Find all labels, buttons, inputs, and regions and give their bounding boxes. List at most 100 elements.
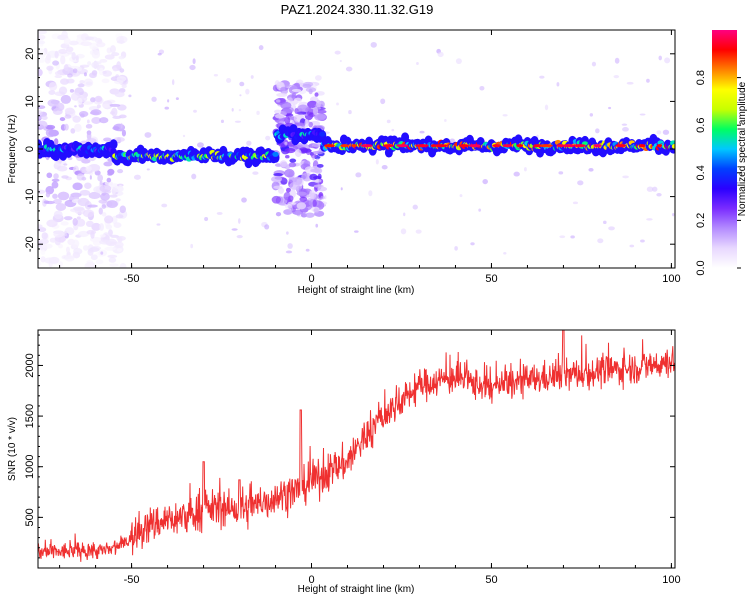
spectrogram-noise-cell	[175, 97, 179, 101]
snr-x-axis-label: Height of straight line (km)	[298, 584, 415, 595]
spectrogram-noise-cell	[120, 122, 123, 129]
spectrogram-noise-cell	[621, 123, 628, 126]
spectrogram-y-tick-label: 0	[24, 146, 36, 152]
spectrogram-noise-cell	[90, 254, 98, 261]
spectrogram-x-tick-label: -50	[124, 273, 140, 285]
spectrogram-noise-cell	[38, 110, 43, 116]
spectrogram-noise-cell	[38, 261, 42, 267]
spectrogram-noise-cell	[296, 111, 307, 115]
spectrogram-noise-cell	[559, 235, 566, 239]
spectrogram-noise-cell	[51, 178, 60, 182]
spectrogram-noise-cell	[314, 75, 322, 81]
spectrogram-noise-cell	[608, 106, 612, 110]
spectrogram-noise-cell	[73, 248, 83, 255]
spectrogram-noise-cell	[99, 180, 103, 186]
spectrogram-noise-cell	[280, 101, 292, 110]
spectrogram-noise-cell	[355, 172, 362, 178]
spectrogram-noise-cell	[46, 65, 54, 71]
spectrogram-noise-cell	[231, 107, 234, 112]
spectrogram-noise-cell	[57, 191, 70, 201]
spectrogram-noise-cell	[45, 200, 55, 205]
spectrogram-noise-cell	[296, 191, 307, 196]
spectrogram-noise-cell	[91, 222, 101, 231]
spectrogram-peak-cell	[351, 144, 358, 148]
spectrogram-noise-cell	[119, 129, 123, 132]
spectrogram-y-axis-label: Frequency (Hz)	[7, 115, 18, 184]
spectrogram-noise-cell	[83, 72, 87, 77]
spectrogram-noise-cell	[99, 58, 108, 63]
spectrogram-noise-cell	[375, 159, 379, 165]
spectrogram-ridge-cell	[671, 143, 675, 149]
spectrogram-noise-cell	[470, 242, 475, 246]
spectrogram-noise-cell	[380, 98, 386, 105]
spectrogram-noise-cell	[286, 187, 291, 193]
spectrogram-x-ticks: -50 0 50 100	[59, 30, 681, 285]
spectrogram-noise-cell	[72, 218, 78, 226]
spectrogram-noise-cell	[503, 252, 507, 255]
spectrogram-noise-cell	[368, 190, 373, 197]
spectrogram-noise-cell	[308, 88, 313, 95]
spectrogram-noise-cell	[118, 55, 125, 60]
spectrogram-peak-cell	[360, 144, 373, 148]
spectrogram-noise-cell	[89, 175, 92, 180]
spectrogram-noise-cell	[315, 109, 327, 114]
spectrogram-noise-cell	[294, 107, 299, 114]
spectrogram-noise-cell	[459, 194, 463, 198]
spectrogram-noise-cell	[46, 219, 58, 228]
spectrogram-noise-cell	[45, 128, 56, 138]
spectrogram-noise-cell	[98, 207, 103, 215]
spectrogram-noise-cell	[161, 203, 168, 208]
spectrogram-noise-cell	[289, 182, 300, 190]
spectrogram-noise-cell	[110, 234, 120, 238]
spectrogram-noise-cell	[288, 195, 294, 202]
spectrogram-noise-cell	[61, 30, 68, 39]
spectrogram-noise-cell	[66, 78, 75, 84]
spectrogram-noise-cell	[116, 76, 127, 82]
spectrogram-noise-cell	[119, 205, 126, 214]
spectrogram-noise-cell	[88, 191, 101, 199]
spectrogram-noise-cell	[39, 238, 49, 245]
spectrogram-noise-cell	[419, 130, 425, 134]
spectrogram-noise-cell	[70, 128, 76, 134]
spectrogram-noise-cell	[513, 171, 520, 177]
spectrogram-noise-cell	[646, 78, 650, 83]
spectrogram-peak-cell	[415, 144, 429, 148]
spectrogram-noise-cell	[556, 82, 560, 87]
spectrogram-noise-cell	[608, 226, 615, 231]
spectrogram-noise-cell	[104, 246, 116, 251]
spectrogram-noise-cell	[112, 67, 119, 72]
spectrogram-noise-cell	[265, 135, 271, 141]
spectrogram-noise-cell	[284, 168, 295, 178]
spectrogram-noise-cell	[315, 114, 327, 120]
spectrogram-noise-cell	[273, 109, 282, 114]
spectrogram-noise-cell	[45, 191, 51, 198]
spectrogram-noise-cell	[52, 60, 60, 66]
spectrogram-noise-cell	[182, 134, 186, 138]
spectrogram-noise-cell	[191, 173, 197, 180]
spectrogram-noise-cell	[286, 231, 289, 235]
spectrogram-noise-cell	[114, 91, 125, 98]
spectrogram-x-tick-label: 100	[662, 273, 680, 285]
spectrogram-noise-cell	[115, 214, 124, 219]
spectrogram-noise-cell	[284, 116, 291, 125]
spectrogram-noise-cell	[63, 37, 71, 45]
spectrogram-noise-cell	[239, 94, 242, 97]
colorbar-tick-label: 0.8	[695, 70, 707, 85]
spectrogram-noise-cell	[193, 109, 197, 113]
spectrogram-noise-cell	[334, 50, 341, 55]
spectrogram-noise-cell	[151, 96, 157, 102]
spectrogram-noise-cell	[96, 104, 101, 109]
spectrogram-noise-cell	[164, 106, 170, 110]
spectrogram-noise-cell	[54, 74, 62, 79]
spectrogram-noise-cell	[58, 261, 63, 267]
spectrogram-noise-cell	[256, 110, 260, 115]
spectrogram-noise-cell	[79, 189, 91, 196]
spectrogram-noise-cell	[48, 82, 58, 91]
spectrogram-x-axis-label: Height of straight line (km)	[298, 285, 415, 296]
spectrogram-panel: -50 0 50 100 -20 -10 0 10 20 Height of straight…	[7, 29, 681, 296]
spectrogram-noise-cell	[370, 41, 377, 48]
spectrogram-noise-cell	[94, 95, 103, 103]
spectrogram-noise-cell	[295, 210, 301, 217]
spectrogram-noise-cell	[47, 99, 59, 107]
snr-x-tick-label: 0	[308, 574, 314, 586]
